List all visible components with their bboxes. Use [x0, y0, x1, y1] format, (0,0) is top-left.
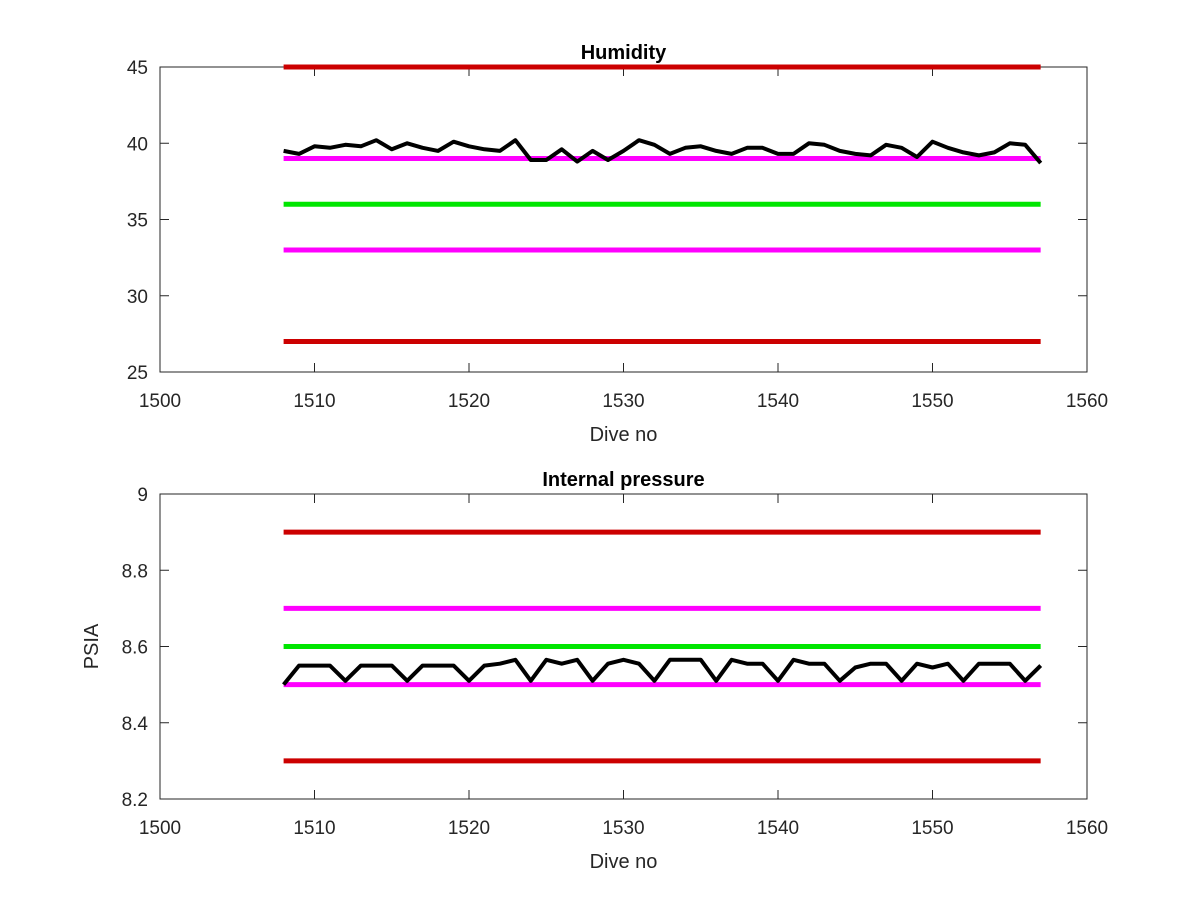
x-tick-label: 1510 — [293, 818, 335, 839]
x-axis-label: Dive no — [590, 851, 658, 873]
x-tick-label: 1550 — [911, 391, 953, 412]
y-tick-label: 8.6 — [122, 638, 148, 659]
x-tick-label: 1560 — [1066, 391, 1108, 412]
x-axis-label: Dive no — [590, 424, 658, 446]
y-tick-label: 8.8 — [122, 561, 148, 582]
y-tick-label: 30 — [127, 287, 148, 308]
x-tick-label: 1520 — [448, 818, 490, 839]
x-tick-label: 1500 — [139, 818, 181, 839]
y-tick-label: 25 — [127, 363, 148, 384]
chart-title: Humidity — [581, 42, 667, 64]
y-tick-label: 8.4 — [122, 714, 149, 735]
y-tick-label: 35 — [127, 211, 148, 232]
y-tick-label: 9 — [137, 485, 148, 506]
x-tick-label: 1510 — [293, 391, 335, 412]
x-tick-label: 1540 — [757, 818, 799, 839]
x-tick-label: 1540 — [757, 391, 799, 412]
x-tick-label: 1550 — [911, 818, 953, 839]
data-series-line — [283, 138, 1043, 165]
x-tick-label: 1530 — [602, 818, 644, 839]
chart-panel-2: 1500 1510 1520 1530 1540 1550 1560 8.2 8.4 8.6 8.8… — [81, 469, 1108, 873]
chart-title: Internal pressure — [542, 469, 704, 491]
chart-panel-1: 1500 1510 1520 1530 1540 1550 1560 25 30 35 40 45 Hu… — [127, 42, 1108, 446]
x-tick-label: 1520 — [448, 391, 490, 412]
y-tick-label: 45 — [127, 58, 148, 79]
x-tick-label: 1500 — [139, 391, 181, 412]
data-series-line — [282, 657, 1043, 686]
y-tick-label: 8.2 — [122, 790, 148, 811]
y-axis-label: PSIA — [81, 623, 103, 669]
x-tick-label: 1560 — [1066, 818, 1108, 839]
y-tick-label: 40 — [127, 134, 148, 155]
charts-container: 1500 1510 1520 1530 1540 1550 1560 25 30 35 40 45 Hu… — [81, 42, 1108, 873]
x-tick-label: 1530 — [602, 391, 644, 412]
